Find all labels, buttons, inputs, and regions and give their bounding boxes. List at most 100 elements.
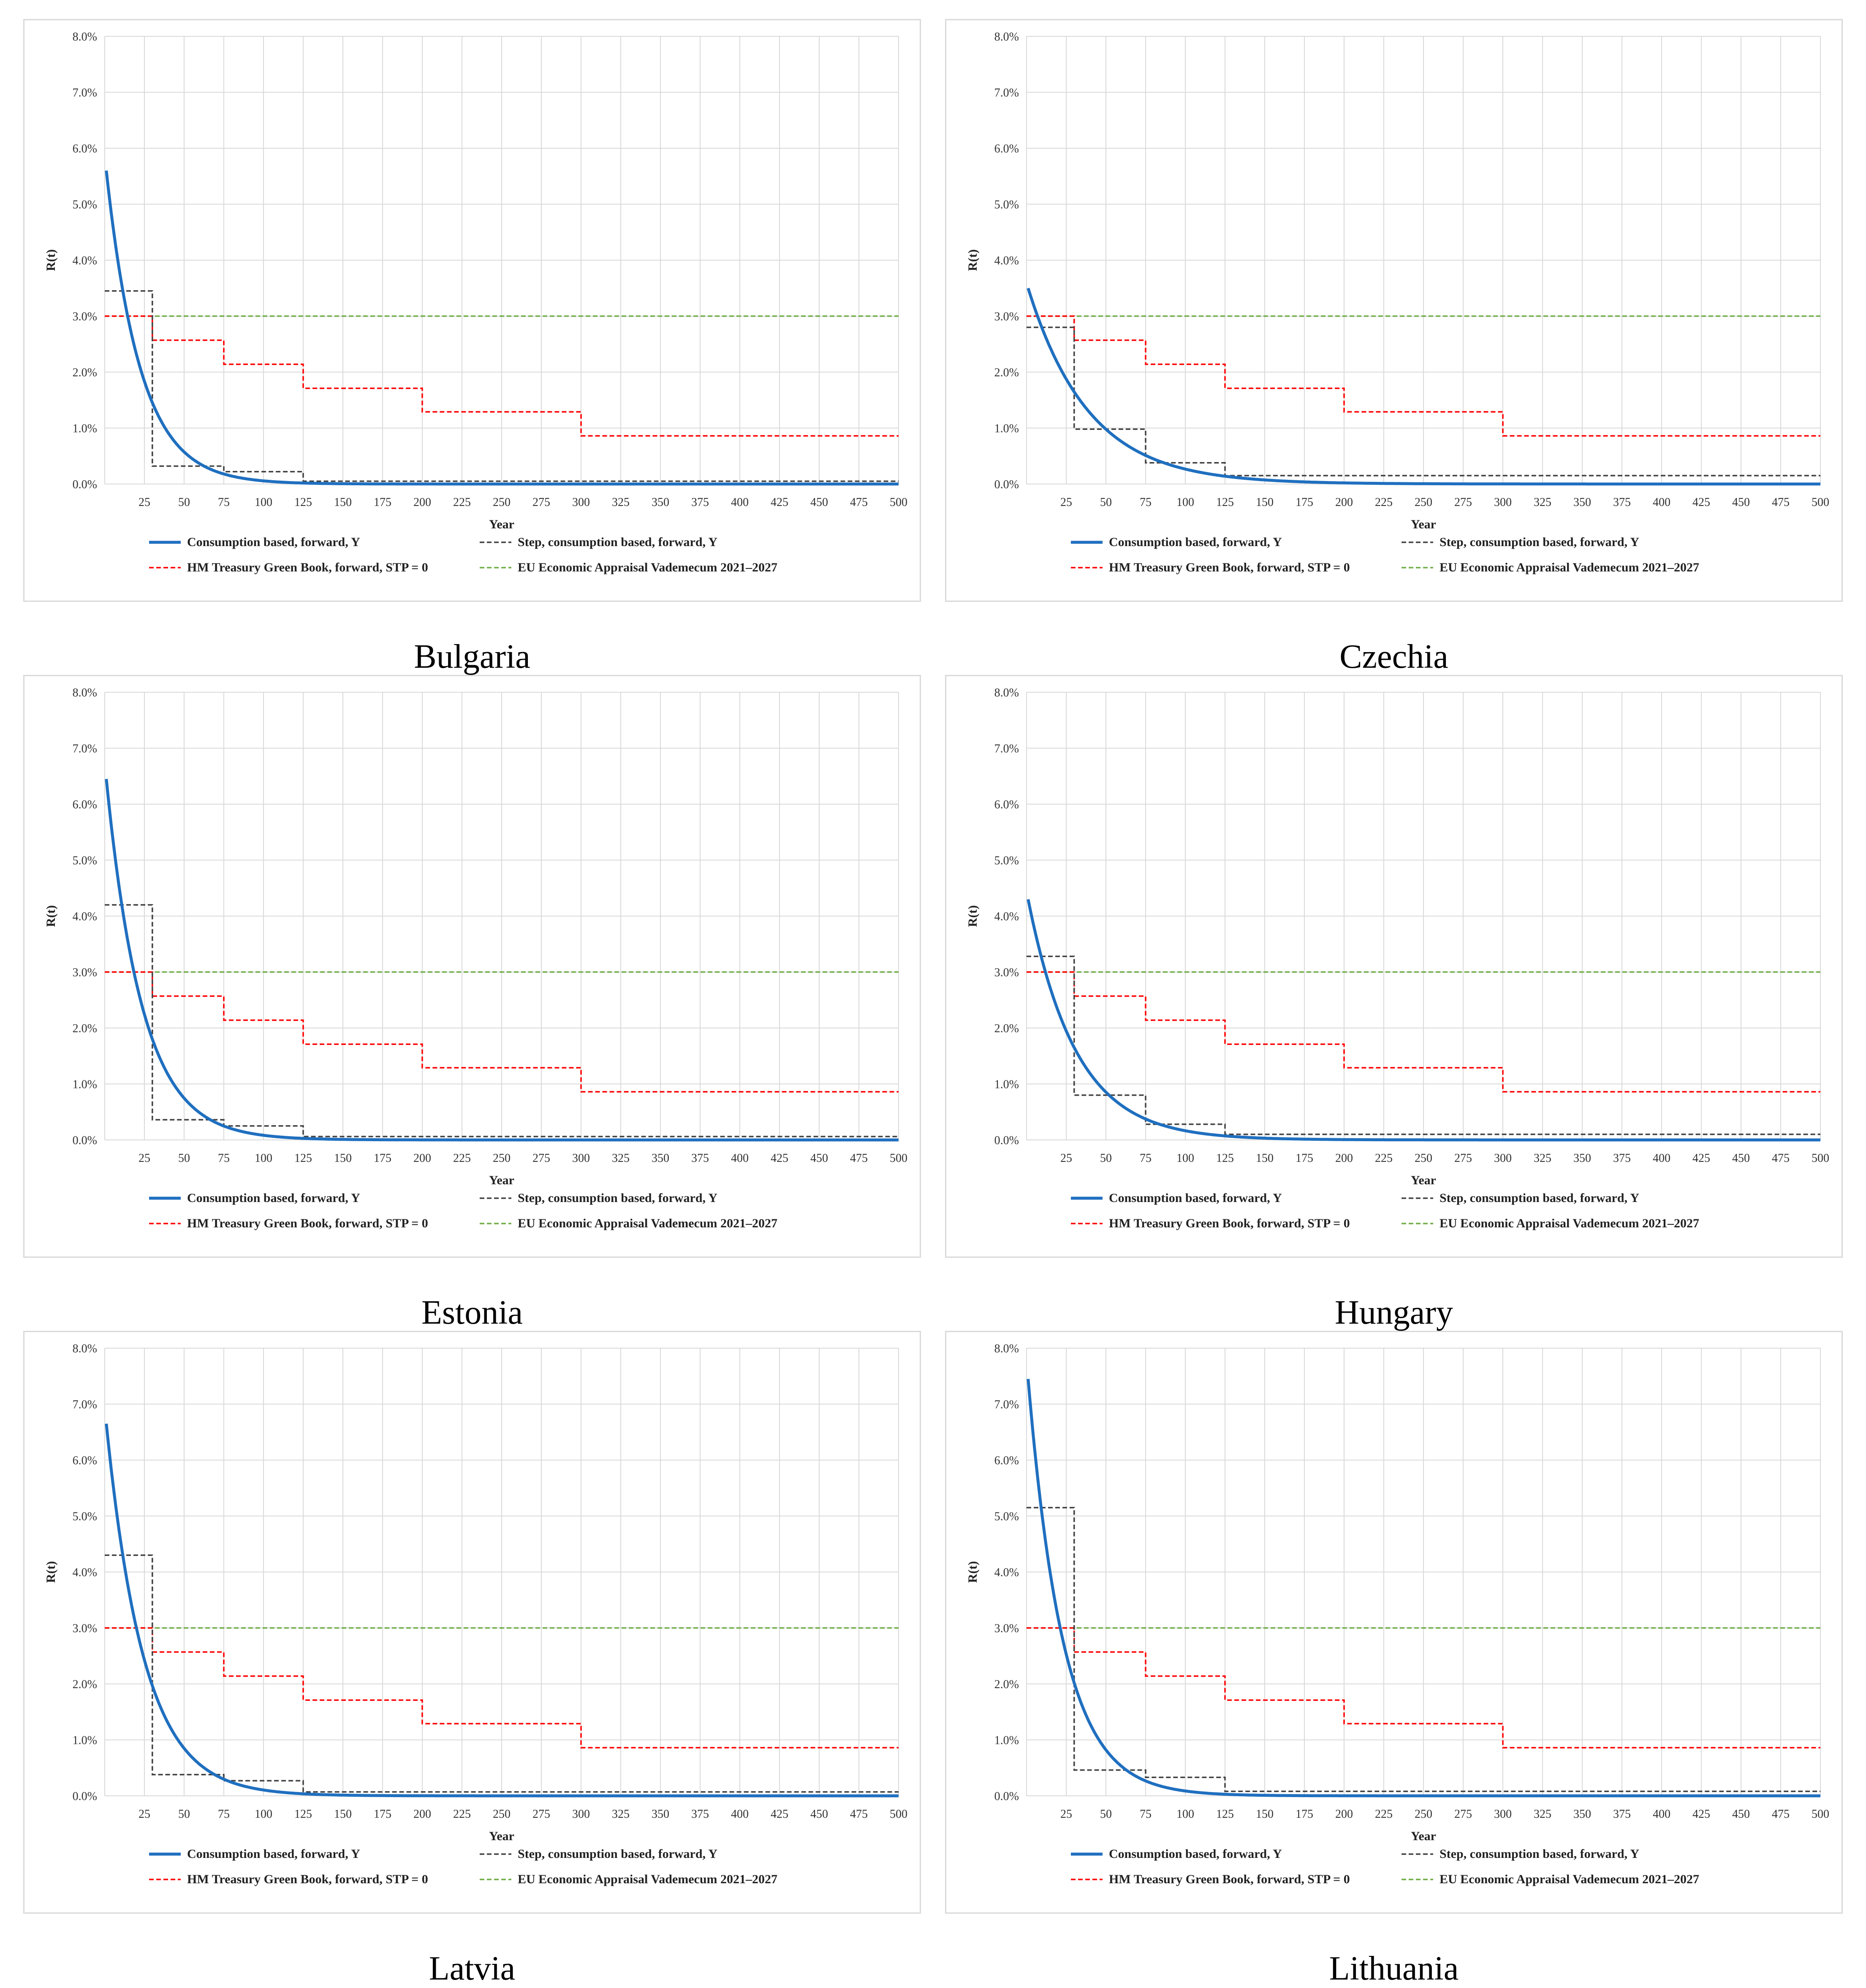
x-tick-label: 400 [731, 496, 749, 509]
y-tick-label: 4.0% [73, 910, 97, 923]
x-tick-label: 325 [1534, 1152, 1551, 1165]
x-tick-label: 100 [255, 496, 272, 509]
x-tick-label: 50 [1100, 1152, 1112, 1165]
x-tick-label: 275 [532, 1152, 550, 1165]
x-tick-label: 75 [218, 1152, 230, 1165]
y-tick-label: 0.0% [994, 478, 1019, 491]
x-tick-label: 300 [572, 496, 590, 509]
consumption-series-line [105, 779, 899, 1142]
x-tick-label: 125 [294, 1152, 312, 1165]
gridlines [1026, 1348, 1821, 1796]
x-tick-label: 175 [1296, 496, 1313, 509]
x-axis-title: Year [1411, 1829, 1436, 1843]
x-tick-label: 425 [1692, 496, 1710, 509]
x-tick-label: 250 [493, 496, 511, 509]
y-tick-label: 0.0% [73, 1790, 97, 1803]
legend-label-consumption: Consumption based, forward, Y [187, 1191, 360, 1205]
y-tick-label: 8.0% [73, 1342, 97, 1355]
x-tick-label: 500 [1812, 1152, 1829, 1165]
y-tick-label: 6.0% [73, 142, 97, 155]
x-axis-title: Year [489, 1829, 514, 1843]
x-tick-label: 300 [572, 1808, 590, 1821]
x-tick-label: 75 [1140, 1808, 1152, 1821]
y-tick-label: 4.0% [73, 1566, 97, 1579]
x-tick-label: 25 [1060, 496, 1072, 509]
x-tick-label: 200 [413, 1152, 431, 1165]
consumption-series-line [105, 170, 899, 486]
x-tick-label: 400 [1653, 1808, 1670, 1821]
y-tick-label: 0.0% [73, 1134, 97, 1147]
x-tick-label: 450 [810, 1152, 828, 1165]
y-tick-label: 7.0% [73, 742, 97, 756]
x-tick-label: 400 [731, 1808, 749, 1821]
y-tick-label: 8.0% [73, 686, 97, 699]
gridlines [104, 692, 899, 1140]
y-tick-label: 2.0% [73, 1022, 97, 1035]
legend-label-step: Step, consumption based, forward, Y [518, 1191, 717, 1205]
legend-label-treasury: HM Treasury Green Book, forward, STP = 0 [1109, 1216, 1350, 1230]
x-tick-label: 150 [334, 1152, 352, 1165]
country-label: Hungary [1335, 1294, 1453, 1331]
x-tick-label: 300 [572, 1152, 590, 1165]
x-tick-label: 425 [771, 1808, 788, 1821]
x-tick-label: 125 [1216, 496, 1234, 509]
x-tick-label: 475 [850, 1152, 868, 1165]
x-tick-label: 250 [1415, 496, 1432, 509]
x-tick-label: 175 [374, 496, 391, 509]
legend-label-eu: EU Economic Appraisal Vademecum 2021–202… [518, 560, 777, 574]
chart-panel-estonia: 0.0% 1.0% 2.0% 3.0% 4.0% 5.0% 6.0% 7.0% 8.0% 25 50… [23, 675, 921, 1258]
chart-panel-bulgaria: 0.0% 1.0% 2.0% 3.0% 4.0% 5.0% 6.0% 7.0% 8.0% 25 50… [23, 19, 921, 602]
legend: Consumption based, forward, Y Step, consu… [149, 1191, 777, 1230]
x-tick-label: 475 [1772, 1808, 1790, 1821]
x-tick-label: 175 [374, 1152, 391, 1165]
y-tick-label: 5.0% [994, 1510, 1019, 1523]
x-tick-label: 300 [1494, 496, 1512, 509]
step-series-line [1027, 326, 1820, 476]
y-tick-label: 2.0% [73, 366, 97, 379]
legend-label-treasury: HM Treasury Green Book, forward, STP = 0 [1109, 560, 1350, 574]
legend-label-treasury: HM Treasury Green Book, forward, STP = 0 [187, 1216, 428, 1230]
x-tick-label: 350 [652, 1808, 669, 1821]
line-chart: 0.0% 1.0% 2.0% 3.0% 4.0% 5.0% 6.0% 7.0% 8.0% 25 50… [44, 686, 907, 1230]
x-tick-label: 375 [691, 1808, 709, 1821]
y-tick-label: 0.0% [994, 1790, 1019, 1803]
y-tick-label: 8.0% [994, 686, 1019, 699]
x-tick-label: 375 [691, 1152, 709, 1165]
line-chart: 0.0% 1.0% 2.0% 3.0% 4.0% 5.0% 6.0% 7.0% 8.0% 25 50… [44, 30, 907, 574]
legend-label-eu: EU Economic Appraisal Vademecum 2021–202… [1440, 1216, 1699, 1230]
x-tick-label: 300 [1494, 1152, 1512, 1165]
legend: Consumption based, forward, Y Step, consu… [1071, 535, 1699, 574]
x-tick-label: 250 [493, 1152, 511, 1165]
y-tick-label: 7.0% [73, 87, 97, 100]
x-tick-label: 100 [1176, 1808, 1194, 1821]
y-tick-label: 2.0% [73, 1678, 97, 1691]
x-tick-label: 325 [612, 1808, 630, 1821]
y-tick-label: 1.0% [73, 1734, 97, 1747]
legend-label-eu: EU Economic Appraisal Vademecum 2021–202… [1440, 1872, 1699, 1886]
x-tick-label: 275 [1454, 1808, 1472, 1821]
x-tick-label: 275 [1454, 1152, 1472, 1165]
line-chart: 0.0% 1.0% 2.0% 3.0% 4.0% 5.0% 6.0% 7.0% 8.0% 25 50… [966, 686, 1829, 1230]
legend-label-step: Step, consumption based, forward, Y [1440, 1847, 1639, 1861]
legend-label-treasury: HM Treasury Green Book, forward, STP = 0 [187, 1872, 428, 1886]
legend-label-consumption: Consumption based, forward, Y [1109, 1847, 1282, 1861]
y-tick-label: 6.0% [994, 142, 1019, 155]
y-tick-label: 4.0% [73, 254, 97, 267]
x-tick-label: 125 [294, 496, 312, 509]
legend-label-treasury: HM Treasury Green Book, forward, STP = 0 [187, 560, 428, 574]
x-tick-label: 275 [1454, 496, 1472, 509]
y-tick-label: 7.0% [73, 1398, 97, 1411]
x-tick-label: 350 [652, 1152, 669, 1165]
country-label: Czechia [1339, 638, 1448, 675]
x-tick-label: 375 [1613, 496, 1631, 509]
x-axis-title: Year [489, 517, 514, 531]
x-tick-label: 250 [1415, 1152, 1432, 1165]
y-tick-label: 2.0% [994, 366, 1019, 379]
x-axis-title: Year [1411, 1173, 1436, 1187]
gridlines [1026, 36, 1821, 484]
x-tick-label: 25 [139, 1152, 150, 1165]
y-tick-label: 6.0% [73, 798, 97, 811]
x-tick-label: 400 [1653, 496, 1670, 509]
x-tick-label: 25 [139, 1808, 150, 1821]
y-tick-label: 3.0% [994, 966, 1019, 979]
